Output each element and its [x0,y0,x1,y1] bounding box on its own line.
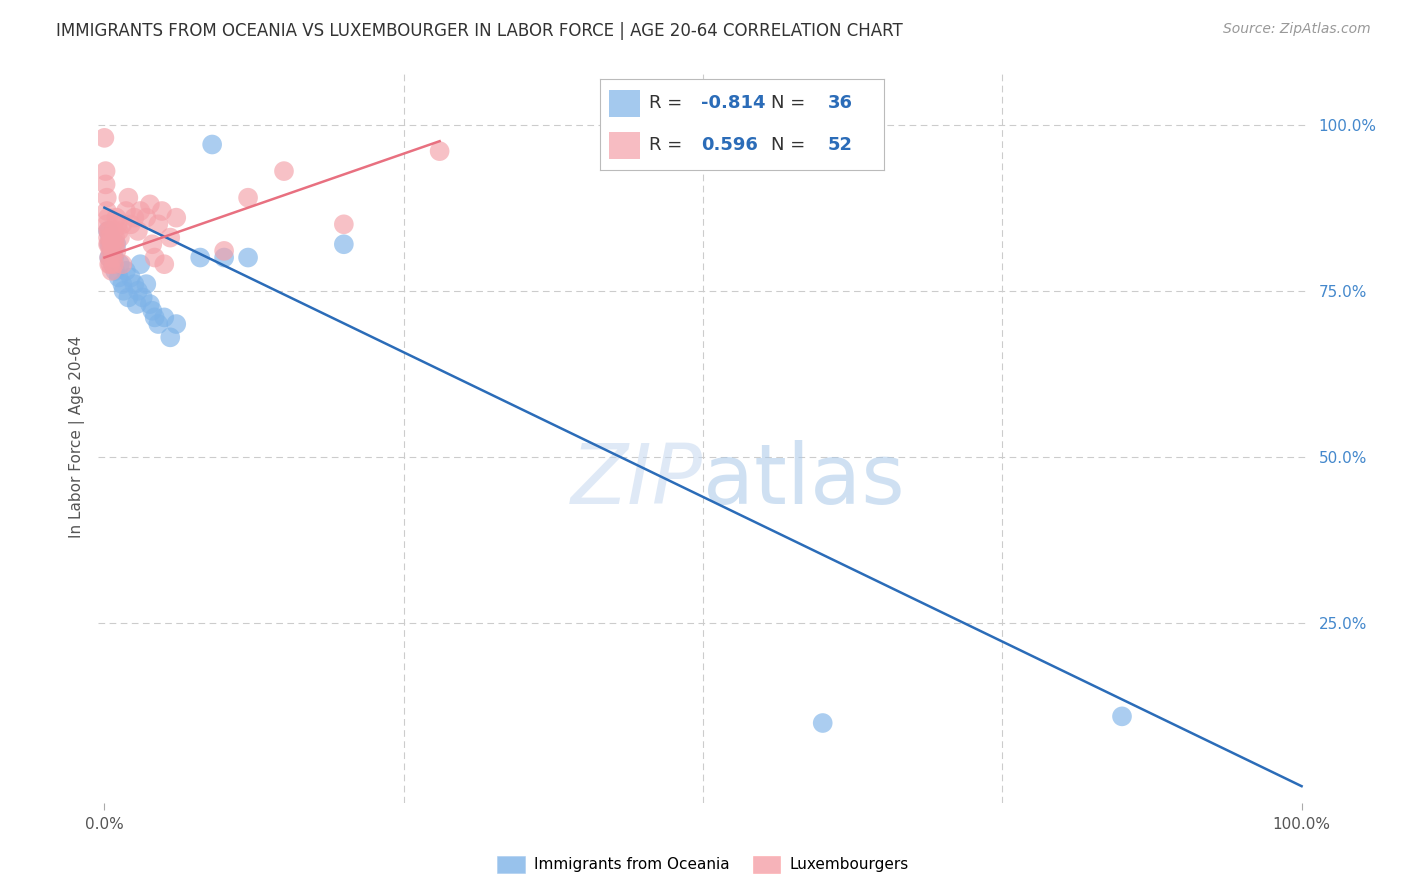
Point [107,224,129,238]
Point [103,224,125,238]
Point [212,244,235,258]
Point [101,251,124,265]
Point [120,217,142,231]
Point [143,251,166,265]
Point [159,330,181,344]
Point [105,244,128,258]
Point [165,211,187,225]
Point [148,217,170,231]
Point [159,230,181,244]
Point [98,251,121,265]
Point [115,264,138,278]
Point [150,204,173,219]
Text: atlas: atlas [703,441,904,522]
Point [96,191,118,205]
Point [96,217,118,231]
Point [103,257,125,271]
Point [115,204,138,219]
Point [97,224,120,238]
Point [100,257,122,271]
Point [153,257,176,271]
Point [127,284,149,298]
Point [93,131,115,145]
Point [97,237,120,252]
Point [94,178,117,192]
Point [108,257,131,271]
Point [201,137,224,152]
Point [103,251,125,265]
Text: Source: ZipAtlas.com: Source: ZipAtlas.com [1223,22,1371,37]
Point [333,237,356,252]
Point [107,217,129,231]
Point [143,310,166,325]
Point [104,264,127,278]
Point [117,191,139,205]
Point [111,217,134,231]
Point [120,270,142,285]
Point [100,237,122,252]
Point [811,716,834,731]
Point [273,164,295,178]
Point [135,211,157,225]
Point [139,297,162,311]
Point [94,164,117,178]
Point [97,230,120,244]
Point [141,303,163,318]
Point [129,257,152,271]
Point [153,310,176,325]
Point [236,191,259,205]
Point [96,204,118,219]
Point [104,230,127,244]
Point [125,297,148,311]
Point [135,277,157,292]
Point [104,237,127,252]
Point [108,230,131,244]
Point [112,284,135,298]
Point [132,290,155,304]
Point [188,251,211,265]
Point [100,244,122,258]
Point [98,237,121,252]
Point [333,217,356,231]
Point [100,230,122,244]
Point [429,144,451,158]
Point [105,211,128,225]
Point [98,224,121,238]
Text: IMMIGRANTS FROM OCEANIA VS LUXEMBOURGER IN LABOR FORCE | AGE 20-64 CORRELATION C: IMMIGRANTS FROM OCEANIA VS LUXEMBOURGER … [56,22,903,40]
Y-axis label: In Labor Force | Age 20-64: In Labor Force | Age 20-64 [69,336,84,538]
Point [105,237,128,252]
Text: ZIP: ZIP [571,441,703,522]
Point [100,244,122,258]
Point [97,211,120,225]
Point [141,237,163,252]
Point [107,270,129,285]
Point [111,277,134,292]
Point [100,230,122,244]
Point [98,237,121,252]
Point [212,251,235,265]
Point [236,251,259,265]
Point [127,224,149,238]
Point [124,277,146,292]
Point [101,244,124,258]
Point [101,257,124,271]
Point [97,224,120,238]
Point [124,211,146,225]
Point [129,204,152,219]
Legend: Immigrants from Oceania, Luxembourgers: Immigrants from Oceania, Luxembourgers [491,849,915,880]
Point [148,317,170,331]
Point [117,290,139,304]
Point [165,317,187,331]
Point [1111,709,1133,723]
Point [100,264,122,278]
Point [139,197,162,211]
Point [98,251,121,265]
Point [98,257,121,271]
Point [111,257,134,271]
